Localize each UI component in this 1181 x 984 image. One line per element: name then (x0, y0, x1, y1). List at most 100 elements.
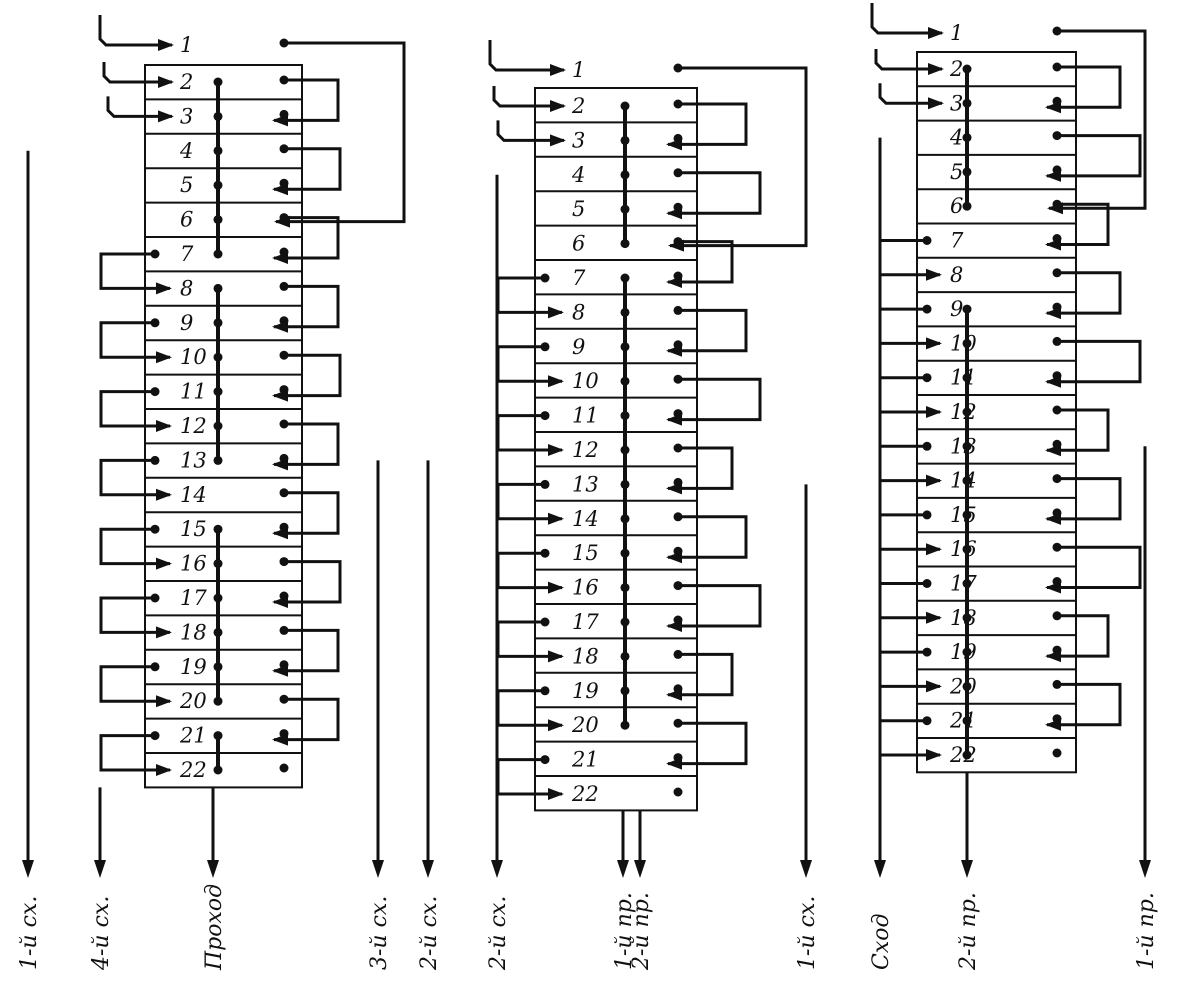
output-label: 1-й сх. (17, 896, 42, 970)
bus-node (213, 593, 223, 603)
arrow-left-icon (666, 757, 682, 770)
terminal-number: 8 (180, 276, 193, 300)
terminal-number: 7 (572, 266, 586, 290)
terminal-number: 13 (180, 448, 207, 472)
bus-node (213, 524, 223, 534)
jumper-loop (99, 321, 170, 359)
arrow-left-icon (1047, 202, 1063, 215)
return-loop (1047, 134, 1142, 178)
bus-node (962, 750, 972, 760)
terminal-dot (279, 763, 289, 773)
terminal-number: 11 (180, 380, 207, 404)
terminal-number: 6 (180, 208, 193, 232)
arrow-right-icon (156, 695, 172, 708)
arrow-left-icon (272, 183, 288, 196)
bus-node (962, 716, 972, 726)
bus-node (620, 170, 630, 180)
arrow-left-icon (1045, 512, 1061, 525)
terminal-number: 3 (950, 91, 963, 115)
bus-node (620, 273, 630, 283)
output-label: 2-й пр. (629, 892, 654, 971)
arrow-right-icon (158, 39, 174, 51)
junction-dot (922, 579, 932, 588)
arrow-left-icon (668, 239, 684, 252)
bus-node (213, 455, 223, 465)
arrow-down-icon (634, 860, 646, 878)
arrow-right-icon (928, 63, 944, 75)
terminal-number: 13 (572, 472, 599, 496)
return-loop (274, 560, 342, 604)
arrow-right-icon (156, 420, 172, 432)
arrow-down-icon (1139, 860, 1151, 878)
arrow-right-icon (156, 626, 172, 639)
terminal-number: 9 (180, 311, 193, 335)
arrow-left-icon (1045, 718, 1061, 731)
bus-node (620, 239, 630, 249)
terminal-number: 5 (572, 197, 585, 221)
return-loop (1047, 339, 1142, 384)
return-loop (1047, 545, 1142, 589)
bus-node (620, 651, 630, 661)
arrow-right-icon (158, 110, 174, 123)
terminal-number: 4 (571, 163, 585, 187)
return-loop (274, 697, 340, 742)
bus-node (213, 421, 223, 431)
jumper-loop (99, 527, 170, 566)
terminal-number: 4 (179, 139, 193, 163)
arrow-left-icon (1045, 307, 1061, 320)
arrow-right-icon (926, 337, 942, 350)
junction-dot (540, 686, 550, 696)
arrow-right-icon (156, 764, 172, 776)
input-wire (98, 15, 172, 47)
terminal-number: 22 (571, 782, 599, 806)
return-loop (274, 147, 342, 191)
return-loop (668, 240, 734, 284)
arrow-right-icon (548, 650, 564, 663)
terminal-number: 17 (180, 586, 207, 610)
arrow-right-icon (548, 444, 564, 456)
return-loop (1047, 65, 1122, 109)
bus-node (213, 696, 223, 706)
terminal-number: 18 (572, 644, 599, 668)
bus-node (962, 338, 972, 348)
junction-dot (150, 249, 160, 259)
bus-node (962, 167, 972, 177)
bus-node (620, 342, 630, 352)
output-label: 1-й пр. (1134, 892, 1159, 970)
junction-dot (922, 373, 932, 383)
junction-dot (922, 441, 932, 451)
return-loop (1047, 614, 1110, 658)
input-wire (492, 86, 564, 108)
return-loop (1047, 477, 1122, 521)
arrow-down-icon (961, 860, 973, 878)
terminal-number: 16 (180, 552, 207, 576)
terminal-number: 14 (572, 507, 599, 531)
junction-dot (922, 510, 932, 520)
arrow-right-icon (548, 306, 564, 319)
terminal-dot (673, 787, 683, 797)
terminal-number: 12 (572, 438, 599, 462)
bus-node (620, 411, 630, 421)
jumper-loop (99, 734, 170, 772)
arrow-left-icon (666, 344, 682, 357)
junction-dot (150, 318, 160, 328)
arrow-right-icon (548, 719, 564, 732)
bus-node (620, 514, 630, 524)
outer-wire (670, 66, 808, 248)
arrow-down-icon (207, 860, 219, 878)
junction-dot (150, 524, 160, 534)
arrow-left-icon (1045, 650, 1061, 663)
bus-node (962, 647, 972, 657)
arrow-left-icon (666, 551, 682, 564)
bus-node (962, 613, 972, 623)
bus-node (620, 617, 630, 627)
bus-node (962, 476, 972, 486)
return-loop (668, 721, 748, 766)
terminal-number: 19 (572, 679, 599, 703)
bus-node (962, 407, 972, 417)
arrow-left-icon (272, 389, 288, 402)
junction-dot (540, 479, 550, 489)
bus-node (962, 373, 972, 383)
terminal-number: 8 (572, 300, 585, 324)
